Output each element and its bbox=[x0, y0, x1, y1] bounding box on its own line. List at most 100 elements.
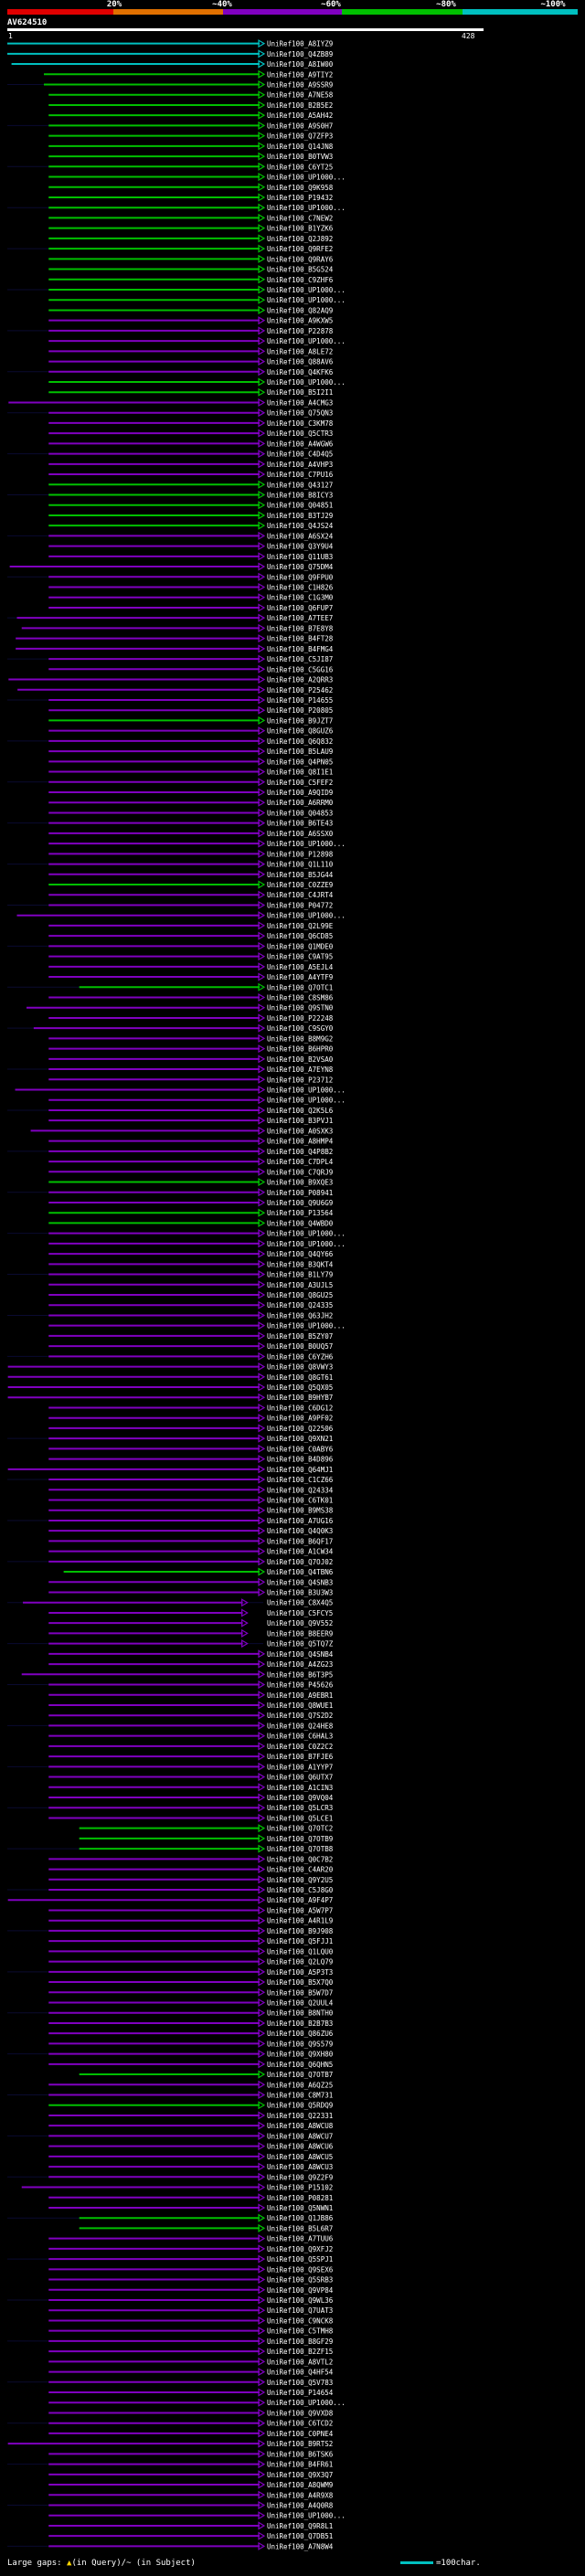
hit-label[interactable]: UniRef100_P22248 bbox=[267, 1014, 334, 1023]
hit-label[interactable]: UniRef100_A8WCU5 bbox=[267, 2153, 333, 2161]
hit-label[interactable]: UniRef100_Q9R8L1 bbox=[267, 2522, 333, 2530]
hit-label[interactable]: UniRef100_C1H826 bbox=[267, 584, 334, 592]
hit-label[interactable]: UniRef100_Q8GU25 bbox=[267, 1291, 333, 1299]
hit-label[interactable]: UniRef100_Q88AV6 bbox=[267, 358, 334, 366]
hit-label[interactable]: UniRef100_Q7OTC1 bbox=[267, 983, 333, 991]
hit-label[interactable]: UniRef100_C1G3M0 bbox=[267, 594, 334, 602]
hit-label[interactable]: UniRef100_A5W7P7 bbox=[267, 1906, 333, 1914]
hit-label[interactable]: UniRef100_A3UJL5 bbox=[267, 1281, 333, 1289]
hit-label[interactable]: UniRef100_A7EYN8 bbox=[267, 1065, 334, 1074]
hit-label[interactable]: UniRef100_B8M9G2 bbox=[267, 1034, 333, 1043]
hit-label[interactable]: UniRef100_C7PU16 bbox=[267, 471, 334, 479]
hit-label[interactable]: UniRef100_Q4KFK6 bbox=[267, 368, 334, 376]
hit-label[interactable]: UniRef100_Q9XFJ2 bbox=[267, 2245, 333, 2253]
hit-label[interactable]: UniRef100_Q4WBD0 bbox=[267, 1219, 334, 1227]
hit-label[interactable]: UniRef100_B6HPR0 bbox=[267, 1045, 334, 1054]
hit-label[interactable]: UniRef100_B5L6R7 bbox=[267, 2224, 333, 2232]
hit-label[interactable]: UniRef100_B5I2I1 bbox=[267, 388, 333, 397]
hit-label[interactable]: UniRef100_Q1L110 bbox=[267, 861, 334, 869]
hit-label[interactable]: UniRef100_UP1000... bbox=[267, 1240, 346, 1248]
hit-label[interactable]: UniRef100_B3TJ29 bbox=[267, 512, 333, 520]
hit-label[interactable]: UniRef100_C5FCY5 bbox=[267, 1609, 333, 1617]
hit-label[interactable]: UniRef100_UP1000... bbox=[267, 337, 346, 345]
hit-label[interactable]: UniRef100_C0ABY6 bbox=[267, 1445, 334, 1453]
hit-label[interactable]: UniRef100_A9PF02 bbox=[267, 1415, 333, 1423]
hit-label[interactable]: UniRef100_A6RRM0 bbox=[267, 799, 334, 807]
hit-label[interactable]: UniRef100_P22878 bbox=[267, 327, 334, 335]
hit-label[interactable]: UniRef100_Q5NWN1 bbox=[267, 2204, 333, 2212]
hit-label[interactable]: UniRef100_Q5RDQ9 bbox=[267, 2102, 333, 2110]
hit-label[interactable]: UniRef100_A4CMG3 bbox=[267, 398, 333, 407]
hit-label[interactable]: UniRef100_A7N8W4 bbox=[267, 2542, 334, 2550]
hit-label[interactable]: UniRef100_C0ZZE9 bbox=[267, 881, 333, 889]
hit-label[interactable]: UniRef100_UP1000... bbox=[267, 2512, 346, 2520]
hit-label[interactable]: UniRef100_B3QKT4 bbox=[267, 1260, 334, 1268]
hit-label[interactable]: UniRef100_B8EER9 bbox=[267, 1629, 333, 1638]
hit-label[interactable]: UniRef100_B6TSK6 bbox=[267, 2450, 334, 2458]
hit-label[interactable]: UniRef100_Q8GT61 bbox=[267, 1373, 333, 1382]
hit-label[interactable]: UniRef100_A8LE72 bbox=[267, 347, 333, 355]
hit-label[interactable]: UniRef100_Q9STN0 bbox=[267, 1004, 334, 1012]
hit-label[interactable]: UniRef100_C0Z2C2 bbox=[267, 1743, 333, 1751]
hit-label[interactable]: UniRef100_C4D4Q5 bbox=[267, 451, 333, 459]
hit-label[interactable]: UniRef100_P25462 bbox=[267, 686, 333, 694]
hit-label[interactable]: UniRef100_Q9XH80 bbox=[267, 2051, 334, 2059]
hit-label[interactable]: UniRef100_Q63JH2 bbox=[267, 1311, 333, 1320]
hit-label[interactable]: UniRef100_C6TK01 bbox=[267, 1496, 333, 1504]
hit-label[interactable]: UniRef100_Q9RFE2 bbox=[267, 245, 333, 253]
hit-label[interactable]: UniRef100_Q9WL36 bbox=[267, 2296, 334, 2305]
hit-label[interactable]: UniRef100_A4R1L9 bbox=[267, 1917, 333, 1925]
hit-label[interactable]: UniRef100_Q1JB86 bbox=[267, 2214, 334, 2222]
hit-label[interactable]: UniRef100_Q22506 bbox=[267, 1425, 334, 1433]
hit-label[interactable]: UniRef100_C8M731 bbox=[267, 2092, 333, 2100]
hit-label[interactable]: UniRef100_A6SSX0 bbox=[267, 830, 334, 838]
hit-label[interactable]: UniRef100_B2B7B3 bbox=[267, 2019, 333, 2028]
hit-label[interactable]: UniRef100_A0SXK3 bbox=[267, 1127, 333, 1135]
hit-label[interactable]: UniRef100_Q2UUL4 bbox=[267, 1998, 334, 2007]
hit-label[interactable]: UniRef100_Q24334 bbox=[267, 1486, 334, 1494]
hit-label[interactable]: UniRef100_C7NEW2 bbox=[267, 214, 333, 222]
hit-label[interactable]: UniRef100_A8WCU3 bbox=[267, 2163, 333, 2171]
hit-label[interactable]: UniRef100_Q4TBN6 bbox=[267, 1568, 334, 1576]
hit-label[interactable]: UniRef100_C9NCK8 bbox=[267, 2316, 334, 2325]
hit-label[interactable]: UniRef100_Q24335 bbox=[267, 1301, 333, 1309]
hit-label[interactable]: UniRef100_UP1000... bbox=[267, 840, 346, 848]
hit-label[interactable]: UniRef100_A7NE58 bbox=[267, 91, 334, 100]
hit-label[interactable]: UniRef100_Q4ZB89 bbox=[267, 50, 333, 58]
hit-label[interactable]: UniRef100_C5GG16 bbox=[267, 665, 334, 673]
hit-label[interactable]: UniRef100_A4R9X8 bbox=[267, 2491, 334, 2499]
hit-label[interactable]: UniRef100_P08941 bbox=[267, 1189, 333, 1197]
hit-label[interactable]: UniRef100_Q7OJ02 bbox=[267, 1558, 333, 1566]
hit-label[interactable]: UniRef100_Q5SRB3 bbox=[267, 2276, 333, 2284]
hit-label[interactable]: UniRef100_A1YYP7 bbox=[267, 1763, 333, 1771]
hit-label[interactable]: UniRef100_A4WGW6 bbox=[267, 440, 334, 448]
hit-label[interactable]: UniRef100_A8WCU6 bbox=[267, 2143, 334, 2151]
hit-label[interactable]: UniRef100_Q9Z2F9 bbox=[267, 2173, 333, 2181]
hit-label[interactable]: UniRef100_A6QZ25 bbox=[267, 2081, 333, 2089]
hit-label[interactable]: UniRef100_Q7OTB8 bbox=[267, 1845, 334, 1853]
hit-label[interactable]: UniRef100_Q9FPU0 bbox=[267, 573, 334, 581]
hit-label[interactable]: UniRef100_P45626 bbox=[267, 1681, 334, 1690]
hit-label[interactable]: UniRef100_C6TCD2 bbox=[267, 2420, 333, 2428]
hit-label[interactable]: UniRef100_Q5TQ7Z bbox=[267, 1640, 334, 1648]
hit-label[interactable]: UniRef100_C5JI87 bbox=[267, 655, 333, 663]
hit-label[interactable]: UniRef100_B6QF17 bbox=[267, 1537, 333, 1545]
hit-label[interactable]: UniRef100_Q9VXD8 bbox=[267, 2409, 334, 2417]
hit-label[interactable]: UniRef100_P20805 bbox=[267, 706, 333, 715]
hit-label[interactable]: UniRef100_B3U3W3 bbox=[267, 1589, 333, 1597]
hit-label[interactable]: UniRef100_UP1000... bbox=[267, 912, 346, 920]
hit-label[interactable]: UniRef100_Q6QHN5 bbox=[267, 2061, 333, 2069]
hit-label[interactable]: UniRef100_Q11UB3 bbox=[267, 553, 333, 561]
hit-label[interactable]: UniRef100_A9QID9 bbox=[267, 789, 333, 797]
hit-label[interactable]: UniRef100_Q4PN05 bbox=[267, 758, 333, 766]
hit-label[interactable]: UniRef100_Q9Y2U5 bbox=[267, 1876, 333, 1884]
hit-label[interactable]: UniRef100_P13564 bbox=[267, 1209, 334, 1217]
hit-label[interactable]: UniRef100_UP1000... bbox=[267, 1087, 346, 1095]
hit-label[interactable]: UniRef100_B5W7D7 bbox=[267, 1988, 333, 1997]
hit-label[interactable]: UniRef100_Q2J892 bbox=[267, 235, 333, 243]
hit-label[interactable]: UniRef100_Q6UTX7 bbox=[267, 1774, 333, 1782]
hit-label[interactable]: UniRef100_P14655 bbox=[267, 696, 333, 705]
hit-label[interactable]: UniRef100_Q75DM4 bbox=[267, 563, 334, 571]
hit-label[interactable]: UniRef100_C9ZHF6 bbox=[267, 276, 334, 284]
hit-label[interactable]: UniRef100_Q4P8B2 bbox=[267, 1148, 333, 1156]
